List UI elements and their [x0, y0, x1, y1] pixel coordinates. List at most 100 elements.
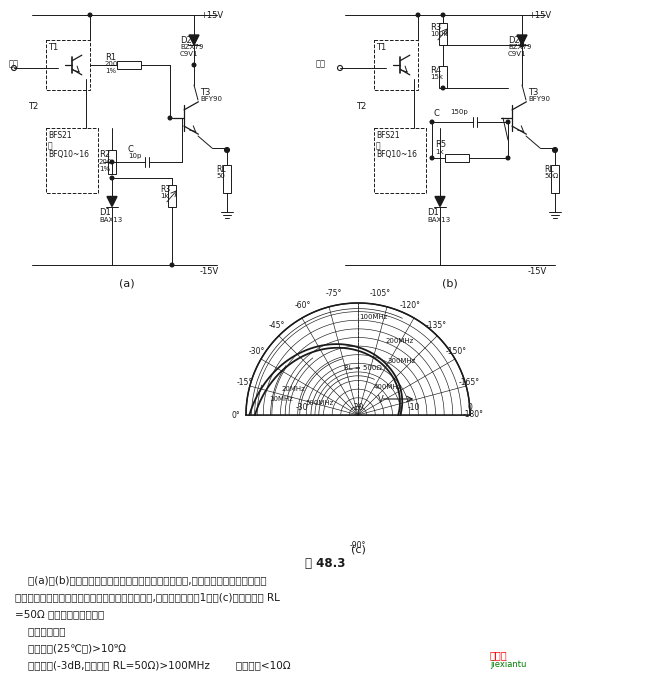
Text: -60°: -60°	[295, 302, 311, 311]
Text: +15V: +15V	[200, 11, 223, 20]
Text: -150°: -150°	[446, 348, 467, 357]
Text: -20: -20	[352, 403, 364, 412]
Text: R3: R3	[430, 23, 441, 32]
Text: BFS21: BFS21	[48, 131, 72, 140]
Text: C9V1: C9V1	[508, 51, 526, 57]
Text: 300MHz: 300MHz	[387, 358, 416, 364]
Bar	[374, 40, 418, 90]
Text: 输入电阻(25℃时)>10⁹Ω: 输入电阻(25℃时)>10⁹Ω	[15, 643, 126, 653]
Text: 200: 200	[99, 159, 112, 165]
Text: -120°: -120°	[400, 302, 421, 311]
Text: 接线图: 接线图	[490, 650, 508, 660]
Circle shape	[520, 43, 524, 47]
Text: -15V: -15V	[200, 267, 219, 276]
Text: 150p: 150p	[450, 109, 468, 115]
Text: 宽带频率(-3dB,负载电阻 RL=50Ω)>100MHz        输出电阻<10Ω: 宽带频率(-3dB,负载电阻 RL=50Ω)>100MHz 输出电阻<10Ω	[15, 660, 291, 670]
Circle shape	[506, 156, 510, 160]
Bar	[439, 66, 447, 88]
Circle shape	[506, 120, 510, 124]
Polygon shape	[517, 35, 527, 45]
Bar	[445, 154, 469, 162]
Text: R4: R4	[430, 66, 441, 75]
Text: -90°: -90°	[350, 541, 366, 550]
Text: -30°: -30°	[249, 348, 265, 357]
Polygon shape	[189, 35, 199, 45]
Text: BAX13: BAX13	[427, 217, 450, 223]
Text: 1%: 1%	[105, 68, 116, 74]
Text: 10MHz: 10MHz	[270, 396, 293, 402]
Text: 图 48.3: 图 48.3	[305, 557, 345, 570]
Text: -165°: -165°	[459, 378, 480, 387]
Circle shape	[416, 13, 420, 17]
Text: -135°: -135°	[426, 321, 447, 330]
Text: T3: T3	[528, 88, 538, 97]
Text: 0: 0	[467, 403, 473, 412]
Bar	[168, 185, 176, 207]
Text: BFQ10~16: BFQ10~16	[376, 150, 417, 159]
Text: T3: T3	[200, 88, 211, 97]
Text: -75°: -75°	[326, 289, 342, 298]
Text: 器等的测试头电路。其输入和输出具有同样的电位,电压放大系数为1。图(c)为负载电阻 RL: 器等的测试头电路。其输入和输出具有同样的电位,电压放大系数为1。图(c)为负载电…	[15, 592, 280, 602]
Text: T1: T1	[48, 43, 58, 52]
Text: 0°: 0°	[232, 410, 240, 420]
Text: 1%: 1%	[99, 166, 110, 172]
Text: 输入: 输入	[9, 59, 19, 68]
Text: =50Ω 时的幅相特性曲线。: =50Ω 时的幅相特性曲线。	[15, 609, 104, 619]
Text: (a): (a)	[119, 278, 135, 288]
Circle shape	[192, 63, 196, 67]
Text: C9V1: C9V1	[180, 51, 198, 57]
Text: 50: 50	[216, 173, 225, 179]
Text: 20MHz: 20MHz	[281, 386, 305, 393]
Text: 100k: 100k	[430, 31, 448, 37]
Text: -10: -10	[408, 403, 420, 412]
Text: C: C	[434, 109, 440, 118]
Circle shape	[553, 148, 557, 152]
Text: 200: 200	[105, 61, 118, 67]
Text: -105°: -105°	[369, 289, 391, 298]
Text: R2: R2	[99, 150, 110, 159]
Circle shape	[168, 116, 172, 120]
Bar	[108, 150, 116, 174]
Circle shape	[170, 263, 174, 267]
Text: V: V	[378, 395, 384, 404]
Text: RL: RL	[216, 165, 226, 174]
Circle shape	[441, 86, 445, 89]
Text: 200MHz: 200MHz	[385, 338, 414, 344]
Text: 15k: 15k	[430, 74, 443, 80]
Text: -180°: -180°	[463, 410, 484, 420]
Text: RL: RL	[544, 165, 554, 174]
Text: BFY90: BFY90	[528, 96, 550, 102]
Text: T1: T1	[376, 43, 386, 52]
Text: -30: -30	[296, 403, 308, 412]
Text: D2: D2	[180, 36, 192, 45]
Text: RL = 500Ω: RL = 500Ω	[344, 365, 382, 371]
Circle shape	[441, 13, 445, 17]
Text: BFQ10~16: BFQ10~16	[48, 150, 89, 159]
Text: D2: D2	[508, 36, 520, 45]
Text: 100MHz: 100MHz	[359, 314, 388, 320]
Bar	[551, 165, 559, 193]
Text: (b): (b)	[442, 278, 458, 288]
Text: -15V: -15V	[528, 267, 547, 276]
Bar	[223, 165, 231, 193]
Bar	[439, 23, 447, 45]
Circle shape	[430, 120, 434, 124]
Text: BFY90: BFY90	[200, 96, 222, 102]
Text: R3: R3	[160, 185, 170, 194]
Circle shape	[430, 156, 434, 160]
Text: BZX79: BZX79	[508, 44, 532, 50]
Circle shape	[225, 148, 229, 152]
Text: C: C	[128, 145, 134, 154]
Circle shape	[111, 176, 114, 180]
Text: R1: R1	[105, 53, 116, 62]
Text: T2: T2	[356, 102, 366, 111]
Bar	[46, 128, 98, 193]
Circle shape	[88, 13, 92, 17]
Text: R5: R5	[435, 140, 446, 149]
Text: 400MHz: 400MHz	[373, 384, 402, 390]
Text: 图(a)和(b)电路具有极高的输入电阻和很低的输出电阻,可作为宽带放大器用于示波: 图(a)和(b)电路具有极高的输入电阻和很低的输出电阻,可作为宽带放大器用于示波	[15, 575, 266, 585]
Text: 1k: 1k	[160, 193, 168, 199]
Text: -15°: -15°	[237, 378, 253, 387]
Text: BZX79: BZX79	[180, 44, 203, 50]
Text: +15V: +15V	[528, 11, 551, 20]
